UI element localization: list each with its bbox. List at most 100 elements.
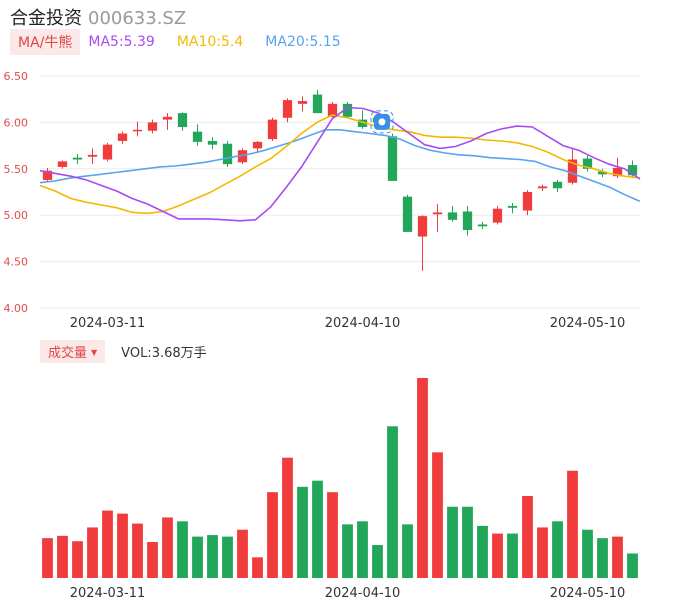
- volume-bar: [522, 496, 533, 578]
- volume-bar: [192, 536, 203, 578]
- candle-body: [597, 171, 608, 175]
- volume-bar: [327, 492, 338, 578]
- volume-bar: [162, 517, 173, 578]
- candle-body: [297, 101, 308, 104]
- candle-body: [402, 196, 413, 232]
- volume-bar: [282, 457, 293, 578]
- candle-body: [447, 212, 458, 220]
- x-tick-label: 2024-03-11: [70, 316, 146, 331]
- volume-bar: [552, 521, 563, 578]
- volume-bar: [462, 506, 473, 578]
- volume-bar: [507, 533, 518, 578]
- candle-body: [627, 165, 638, 176]
- y-tick-label: 6.50: [4, 70, 29, 83]
- x-tick-label: 2024-04-10: [325, 316, 401, 331]
- candle-body: [87, 154, 98, 157]
- volume-bar: [42, 538, 53, 578]
- volume-bar: [177, 521, 188, 578]
- volume-bar: [252, 557, 263, 578]
- price-chart[interactable]: 6.50 6.00 5.50 5.00 4.50 4.00 2024-03-11 2024-0…: [0, 0, 686, 335]
- ma10-line: [39, 114, 641, 215]
- volume-bar: [72, 541, 83, 578]
- signal-marker-ring: [370, 110, 394, 134]
- volume-bar: [267, 492, 278, 578]
- candle-body: [522, 192, 533, 211]
- stock-header: 合金投资 000633.SZ: [10, 4, 186, 30]
- volume-bar: [387, 426, 398, 578]
- ma20-legend-value: MA20:5.15: [265, 34, 341, 50]
- volume-bar: [417, 378, 428, 578]
- volume-bar: [147, 541, 158, 578]
- volume-bar: [342, 524, 353, 578]
- candle-body: [387, 136, 398, 181]
- candle-body: [327, 103, 338, 117]
- volume-bar: [627, 553, 638, 578]
- volume-bar: [357, 521, 368, 578]
- candle-body: [132, 129, 143, 132]
- candle-body: [192, 131, 203, 142]
- x-tick-label: 2024-05-10: [550, 316, 626, 331]
- stock-name: 合金投资: [10, 8, 82, 29]
- volume-indicator-selector[interactable]: 成交量 ▼: [40, 339, 106, 363]
- volume-bar: [132, 523, 143, 578]
- y-tick-label: 4.50: [4, 256, 29, 269]
- volume-bar: [402, 524, 413, 578]
- ma20-line: [39, 129, 641, 203]
- volume-bar: [237, 529, 248, 578]
- y-tick-label: 5.50: [4, 163, 29, 176]
- candle-body: [207, 140, 218, 145]
- volume-legend: 成交量 ▼ VOL:3.68万手: [40, 339, 207, 363]
- signal-marker-icon: [370, 110, 394, 134]
- volume-bar: [372, 545, 383, 578]
- candle-body: [162, 116, 173, 120]
- candle-body: [282, 100, 293, 118]
- candle-body: [612, 167, 623, 177]
- volume-bar: [222, 536, 233, 578]
- candle-body: [462, 211, 473, 231]
- candle-body: [42, 170, 53, 180]
- signal-marker-dot: [378, 118, 386, 126]
- volume-bar: [297, 486, 308, 578]
- stock-code: 000633.SZ: [88, 8, 187, 29]
- candle-body: [57, 161, 68, 167]
- x-tick-label: 2024-03-11: [70, 586, 146, 601]
- y-tick-label: 5.00: [4, 209, 29, 222]
- volume-bar: [567, 470, 578, 578]
- volume-value: VOL:3.68万手: [121, 345, 207, 361]
- candle-body: [537, 186, 548, 189]
- volume-bar: [477, 525, 488, 578]
- candle-body: [237, 150, 248, 163]
- candle-body: [342, 103, 353, 117]
- volume-bar: [312, 480, 323, 578]
- dropdown-triangle-icon: ▼: [91, 347, 98, 357]
- candle-body: [552, 181, 563, 189]
- candle-body: [357, 119, 368, 128]
- candle-body: [72, 157, 83, 160]
- candle-body: [102, 144, 113, 160]
- volume-indicator-label: 成交量: [48, 345, 88, 361]
- volume-bar: [492, 533, 503, 578]
- ma-legend: MA/牛熊 MA5:5.39 MA10:5.4 MA20:5.15: [10, 29, 363, 55]
- y-tick-label: 4.00: [4, 302, 29, 315]
- candle-body: [507, 205, 518, 208]
- ma10-legend-value: MA10:5.4: [176, 34, 244, 50]
- volume-bar: [432, 452, 443, 578]
- volume-bar: [87, 527, 98, 578]
- volume-bar: [597, 538, 608, 578]
- volume-bar: [117, 513, 128, 578]
- y-tick-label: 6.00: [4, 116, 29, 129]
- candle-body: [567, 159, 578, 183]
- candle-body: [117, 133, 128, 141]
- candle-body: [432, 212, 443, 215]
- candle-body: [252, 141, 263, 149]
- candle-body: [492, 208, 503, 223]
- candle-body: [312, 94, 323, 114]
- x-tick-label: 2024-04-10: [325, 586, 401, 601]
- ma5-line: [39, 106, 641, 222]
- candle-body: [147, 122, 158, 131]
- ma5-legend-value: MA5:5.39: [88, 34, 155, 50]
- candle-body: [417, 216, 428, 237]
- candle-body: [477, 224, 488, 227]
- ma-indicator-selector[interactable]: MA/牛熊: [10, 29, 81, 55]
- candle-body: [222, 143, 233, 165]
